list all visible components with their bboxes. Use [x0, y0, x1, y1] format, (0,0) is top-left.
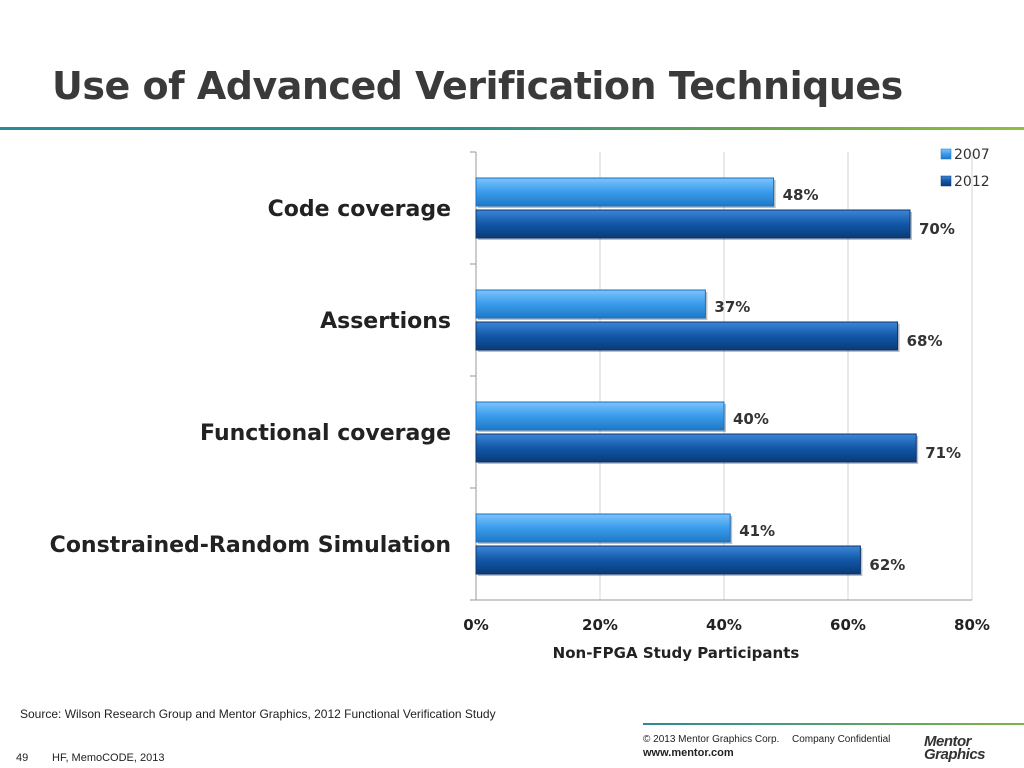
- data-label: 71%: [925, 444, 961, 462]
- bar-2007: [475, 513, 731, 543]
- bar-2012: [475, 209, 911, 239]
- x-tick-label: 60%: [830, 616, 866, 634]
- slide-title: Use of Advanced Verification Techniques: [52, 64, 903, 108]
- category-label: Assertions: [320, 309, 451, 334]
- labels: 0% 20% 40% 60% 80% Non-FPGA Study Participant…: [50, 186, 990, 662]
- x-tick-label: 40%: [706, 616, 742, 634]
- x-axis-title: Non-FPGA Study Participants: [553, 644, 800, 662]
- logo-line-2: Graphics: [924, 746, 986, 763]
- bar-2012: [475, 321, 899, 351]
- confidential-text: Company Confidential: [792, 734, 891, 745]
- bar-chart: 0% 20% 40% 60% 80% Non-FPGA Study Participant…: [50, 147, 990, 662]
- legend-label: 2012: [954, 174, 990, 190]
- x-tick-label: 0%: [463, 616, 488, 634]
- legend-swatch-2012: [940, 175, 952, 187]
- data-label: 70%: [919, 220, 955, 238]
- title-divider: [0, 127, 1024, 130]
- bar-2007: [475, 177, 775, 207]
- footer-divider: [643, 723, 1024, 725]
- data-label: 62%: [869, 556, 905, 574]
- category-label: Constrained-Random Simulation: [50, 533, 451, 558]
- data-label: 37%: [714, 298, 750, 316]
- data-label: 41%: [739, 522, 775, 540]
- data-label: 40%: [733, 410, 769, 428]
- legend-label: 2007: [954, 147, 990, 163]
- bar-2007: [475, 289, 706, 319]
- data-label: 68%: [907, 332, 943, 350]
- bar-2007: [475, 401, 725, 431]
- copyright-text: © 2013 Mentor Graphics Corp.: [643, 734, 780, 745]
- logo-line-1: Mentor: [924, 733, 972, 750]
- footer-note: HF, MemoCODE, 2013: [52, 752, 165, 764]
- bar-2012: [475, 433, 917, 463]
- bars: [475, 177, 919, 576]
- data-label: 48%: [783, 186, 819, 204]
- x-tick-label: 20%: [582, 616, 618, 634]
- category-label: Functional coverage: [200, 421, 451, 446]
- mentor-graphics-logo: Mentor Graphics: [924, 733, 998, 763]
- x-tick-label: 80%: [954, 616, 990, 634]
- page-number: 49: [16, 752, 29, 764]
- bar-2012: [475, 545, 861, 575]
- legend: 2007 2012: [940, 147, 990, 190]
- source-note: Source: Wilson Research Group and Mentor…: [20, 707, 496, 721]
- website-url: www.mentor.com: [643, 747, 734, 759]
- category-label: Code coverage: [268, 197, 451, 222]
- legend-swatch-2007: [940, 148, 952, 160]
